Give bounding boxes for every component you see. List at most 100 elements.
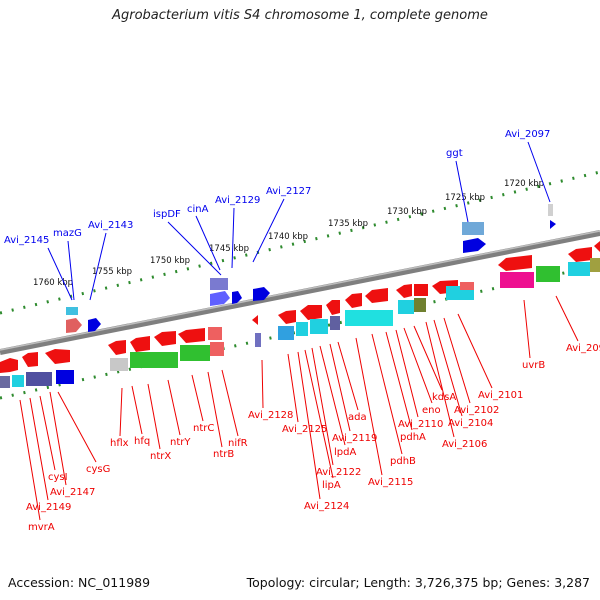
- leader-line: [47, 247, 73, 301]
- accession-label: Accession: NC_011989: [8, 575, 151, 590]
- gene-label: eno: [422, 405, 441, 416]
- gene-label: Avi_2102: [454, 405, 499, 416]
- leader-line: [297, 351, 321, 500]
- forward-gene-box: [66, 307, 78, 315]
- leader-line: [395, 329, 419, 418]
- leader-line: [527, 141, 551, 203]
- leader-line: [555, 295, 579, 342]
- leader-line: [19, 399, 41, 521]
- leader-line: [385, 331, 413, 431]
- gene-label: cysI: [48, 472, 68, 483]
- leader-line: [329, 343, 351, 432]
- kbp-label: 1760 kbp: [33, 278, 73, 288]
- leader-line: [131, 385, 143, 435]
- leader-line: [39, 395, 56, 471]
- gene-label: ntrC: [193, 423, 214, 434]
- leader-line: [261, 359, 264, 409]
- gene-label: Avi_2101: [478, 390, 523, 401]
- leader-line: [207, 371, 223, 448]
- gene-label: Avi_2147: [50, 487, 95, 498]
- gene-label: pdhA: [400, 432, 426, 443]
- gene-label: Avi_2149: [26, 502, 71, 513]
- top-gene-labels: Avi_2145 mazG Avi_2143 ispDF cinA Avi_2129 Avi…: [4, 129, 551, 301]
- reverse-gene-features: [0, 241, 600, 388]
- gene-label: cysG: [86, 464, 110, 475]
- leader-line: [355, 337, 383, 476]
- chromosome-backbone: [0, 230, 600, 355]
- leader-line: [167, 379, 181, 436]
- gene-label: lipA: [322, 480, 341, 491]
- leader-line: [49, 391, 67, 486]
- leader-line: [304, 349, 334, 479]
- forward-gene-arrow: [66, 318, 82, 333]
- gene-label: Avi_2098: [566, 343, 600, 354]
- kbp-label: 1735 kbp: [328, 219, 368, 229]
- gene-label: Avi_2115: [368, 477, 413, 488]
- gene-label: lpdA: [334, 447, 356, 458]
- leader-line: [319, 345, 346, 446]
- forward-gene-arrow: [550, 220, 556, 229]
- leader-line: [252, 198, 285, 263]
- gene-label: Avi_2106: [442, 439, 487, 450]
- leader-line: [403, 327, 433, 404]
- kbp-label: 1750 kbp: [150, 256, 190, 266]
- leader-line: [89, 232, 107, 301]
- gene-label: Avi_2124: [304, 501, 349, 512]
- gene-label: mazG: [53, 228, 82, 239]
- gene-label: ada: [348, 412, 367, 423]
- leader-line: [221, 369, 239, 437]
- gene-label: ntrB: [213, 449, 234, 460]
- leader-line: [523, 299, 531, 359]
- gene-label: Avi_2128: [248, 410, 293, 421]
- kbp-label: 1730 kbp: [387, 207, 427, 217]
- leader-line: [29, 397, 49, 501]
- leader-line: [433, 319, 463, 417]
- leader-line: [443, 317, 471, 404]
- leader-line: [457, 313, 493, 389]
- forward-gene-box: [548, 204, 553, 216]
- forward-gene-features: [66, 204, 556, 333]
- gene-label: Avi_2145: [4, 235, 49, 246]
- gene-label: hfq: [134, 436, 150, 447]
- topology-label: Topology: circular; Length: 3,726,375 bp…: [246, 575, 590, 590]
- gene-label: Avi_2110: [398, 419, 443, 430]
- leader-line: [167, 221, 222, 276]
- forward-gene-arrow: [232, 291, 242, 304]
- leader-line: [67, 240, 75, 301]
- gene-label: ntrX: [150, 451, 171, 462]
- leader-line: [311, 347, 334, 466]
- leader-line: [147, 383, 161, 450]
- kbp-label: 1725 kbp: [445, 193, 485, 203]
- leader-line: [425, 321, 455, 438]
- leader-line: [287, 353, 299, 423]
- gene-label: ntrY: [170, 437, 191, 448]
- leader-line: [119, 387, 123, 437]
- kbp-label: 1755 kbp: [92, 267, 132, 277]
- forward-gene-arrow: [253, 287, 270, 301]
- forward-gene-box: [210, 278, 228, 290]
- leader-line: [455, 160, 469, 223]
- gene-label: Avi_2129: [215, 195, 260, 206]
- leader-line: [191, 374, 204, 422]
- gene-label: ggt: [446, 148, 463, 159]
- gene-label: nifR: [228, 438, 248, 449]
- gene-label: Avi_2097: [505, 129, 550, 140]
- gene-label: Avi_2104: [448, 418, 493, 429]
- leader-line: [413, 325, 443, 391]
- forward-gene-arrow: [463, 238, 486, 253]
- genome-title: Agrobacterium vitis S4 chromosome 1, com…: [112, 8, 488, 23]
- kbp-labels: 1760 kbp 1755 kbp 1750 kbp 1745 kbp 1740 kbp…: [33, 179, 544, 288]
- leader-line: [195, 215, 221, 271]
- leader-line: [57, 391, 97, 463]
- kbp-label: 1740 kbp: [268, 232, 308, 242]
- gene-label: uvrB: [522, 360, 545, 371]
- leader-line: [337, 341, 359, 411]
- forward-gene-box: [462, 222, 484, 235]
- gene-label: Avi_2119: [332, 433, 377, 444]
- kbp-label: 1745 kbp: [209, 244, 249, 254]
- gene-label: Avi_2143: [88, 220, 133, 231]
- forward-gene-arrow: [88, 318, 101, 332]
- gene-label: Avi_2122: [316, 467, 361, 478]
